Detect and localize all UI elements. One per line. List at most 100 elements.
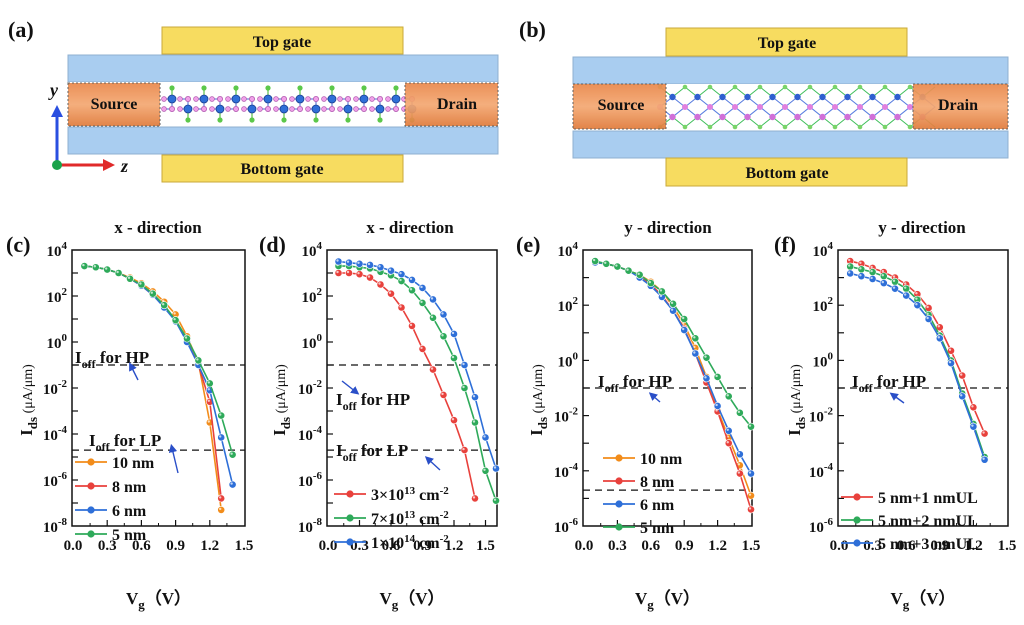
y-tick-label: 10-4: [554, 461, 579, 481]
data-point-highlight: [748, 424, 752, 427]
chart-d: (d) x - direction 104 102 100 10-2 10-4 10-6 10-…: [259, 218, 500, 612]
legend-label: 10 nm: [640, 451, 683, 468]
data-point-highlight: [196, 358, 199, 361]
x-tick-label: 0.6: [132, 538, 151, 554]
data-point: [591, 257, 600, 265]
bottom-oxide-b: [572, 130, 1009, 159]
atom-pink: [744, 113, 751, 121]
data-point-highlight: [682, 327, 685, 331]
data-point-highlight: [926, 316, 929, 320]
data-point: [857, 272, 866, 281]
atom-pink: [161, 106, 167, 112]
data-point-highlight: [409, 288, 413, 291]
data-point: [602, 259, 611, 268]
data-point-highlight: [378, 282, 381, 285]
x-tick-label: 1.5: [742, 538, 761, 554]
data-point-highlight: [493, 466, 497, 469]
data-point: [471, 393, 479, 402]
data-point-highlight: [219, 413, 222, 416]
data-point-highlight: [116, 270, 119, 274]
data-point-highlight: [926, 312, 929, 316]
bottom-gate-label-b: Bottom gate: [745, 165, 828, 182]
x-tick-label: 0.3: [98, 538, 117, 554]
data-point-highlight: [715, 403, 718, 407]
atom-pink: [385, 106, 391, 112]
data-point-highlight: [737, 452, 741, 455]
x-tick-label: 1.2: [445, 538, 464, 554]
data-point-highlight: [659, 289, 663, 292]
atom-blue: [769, 93, 776, 101]
legend-marker: [87, 506, 95, 514]
data-point: [366, 261, 374, 269]
x-tick-label: 0.0: [575, 538, 594, 554]
panel-label-b: (b): [519, 17, 546, 42]
x-tick-label: 1.5: [998, 538, 1017, 554]
atom-blue: [311, 104, 321, 114]
data-point: [969, 403, 978, 412]
atom-blue: [279, 104, 289, 114]
legend-item: 10 nm: [75, 455, 155, 472]
data-point: [205, 379, 214, 388]
y-tick-label: 10-2: [43, 378, 68, 398]
panel-label-e: (e): [516, 232, 540, 257]
data-point: [658, 287, 666, 296]
data-point-highlight: [960, 394, 963, 397]
atom-blue: [819, 93, 826, 101]
data-point-highlight: [219, 435, 222, 438]
data-point: [980, 429, 989, 438]
data-point-highlight: [892, 279, 896, 282]
x-tick-label: 0.3: [863, 538, 882, 554]
panel-label-f: (f): [774, 232, 796, 257]
data-point: [846, 262, 855, 271]
data-point: [613, 262, 622, 271]
data-point: [397, 277, 406, 285]
atom-pink: [305, 106, 311, 112]
source-contact-a: [67, 82, 161, 127]
legend-label: 5 nm: [112, 527, 147, 544]
data-point-highlight: [173, 312, 176, 315]
x-tick-label: 0.0: [64, 538, 83, 554]
data-point: [724, 439, 733, 448]
x-tick-label: 0.9: [166, 538, 185, 554]
data-point-highlight: [93, 265, 97, 268]
y-tick-label: 10-6: [554, 516, 579, 536]
data-point-highlight: [870, 269, 873, 273]
data-point: [429, 295, 437, 304]
data-point-highlight: [726, 394, 729, 397]
atom-pink: [894, 113, 901, 121]
data-point-highlight: [937, 325, 940, 328]
data-point-highlight: [982, 431, 985, 434]
data-point-highlight: [441, 334, 444, 337]
data-point-highlight: [848, 258, 851, 262]
legend-item: 8 nm: [75, 479, 147, 496]
legend-marker: [87, 458, 95, 466]
panel-label-a: (a): [8, 17, 34, 42]
data-point: [669, 299, 677, 308]
atom-pink: [907, 104, 913, 110]
x-tick-label: 0.9: [413, 538, 432, 554]
atom-pink: [337, 96, 343, 102]
data-point: [418, 298, 427, 307]
data-point: [183, 334, 191, 343]
data-point-highlight: [859, 267, 862, 270]
data-point-highlight: [462, 362, 465, 366]
data-point-highlight: [230, 452, 233, 455]
x-tick-label: 1.2: [964, 538, 983, 554]
pointer-arrow-icon: [889, 392, 905, 404]
data-point: [624, 266, 633, 275]
data-point: [481, 433, 490, 442]
atom-green: [707, 84, 713, 90]
atom-blue: [231, 94, 241, 104]
data-point: [680, 315, 689, 323]
atom-green: [393, 85, 399, 91]
data-point: [857, 265, 866, 274]
data-point-highlight: [462, 447, 465, 451]
atom-pink: [296, 106, 303, 113]
atom-green: [265, 85, 271, 91]
data-point: [429, 313, 437, 322]
atom-blue: [263, 94, 273, 104]
bottom-oxide-a: [67, 126, 499, 155]
atom-blue: [391, 94, 401, 104]
y-tick-label: 10-4: [809, 461, 834, 481]
data-point: [680, 326, 689, 334]
